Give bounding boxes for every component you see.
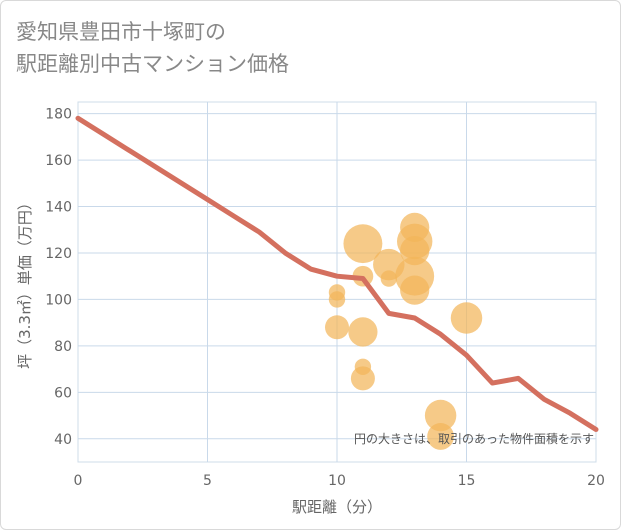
y-tick-label: 160 xyxy=(45,153,72,169)
y-axis-label: 坪（3.3㎡）単価（万円） xyxy=(16,195,34,369)
bubble-point xyxy=(400,275,430,305)
x-tick-label: 10 xyxy=(328,473,346,489)
chart-title-line1: 愛知県豊田市十塚町の xyxy=(16,20,226,44)
trend-line xyxy=(75,115,599,432)
x-axis-label: 駅距離（分） xyxy=(292,498,382,516)
x-tick-label: 0 xyxy=(74,473,83,489)
bubble-point xyxy=(348,317,378,347)
bubble-point xyxy=(350,366,375,391)
y-tick-label: 40 xyxy=(54,432,72,448)
bubble-point xyxy=(343,224,383,264)
chart-title-line2: 駅距離別中古マンション価格 xyxy=(16,52,289,76)
x-tick-label: 15 xyxy=(458,473,476,489)
y-tick-label: 100 xyxy=(45,292,72,308)
size-note: 円の大きさは、取引のあった物件面積を示す xyxy=(354,431,594,446)
axis-ticks: 0 5 10 15 20 40 60 80 100 120 140 160 180 xyxy=(45,107,605,489)
bubble-point xyxy=(380,270,397,287)
chart-title: 愛知県豊田市十塚町の 駅距離別中古マンション価格 xyxy=(16,16,289,80)
bubble-point xyxy=(324,315,350,340)
bubble-point xyxy=(400,236,430,266)
y-tick-label: 180 xyxy=(45,107,72,123)
bubble-point xyxy=(427,423,454,450)
y-tick-label: 60 xyxy=(54,385,72,401)
bubble-point xyxy=(424,399,457,432)
bubble-series xyxy=(324,212,483,450)
grid-lines xyxy=(78,102,596,462)
x-tick-label: 20 xyxy=(587,473,605,489)
y-tick-label: 140 xyxy=(45,200,72,216)
trend-line-group xyxy=(75,115,599,432)
y-tick-label: 80 xyxy=(54,339,72,355)
bubble-point xyxy=(328,291,346,308)
bubble-point xyxy=(450,302,483,334)
y-tick-label: 120 xyxy=(45,246,72,262)
x-tick-label: 5 xyxy=(203,473,212,489)
